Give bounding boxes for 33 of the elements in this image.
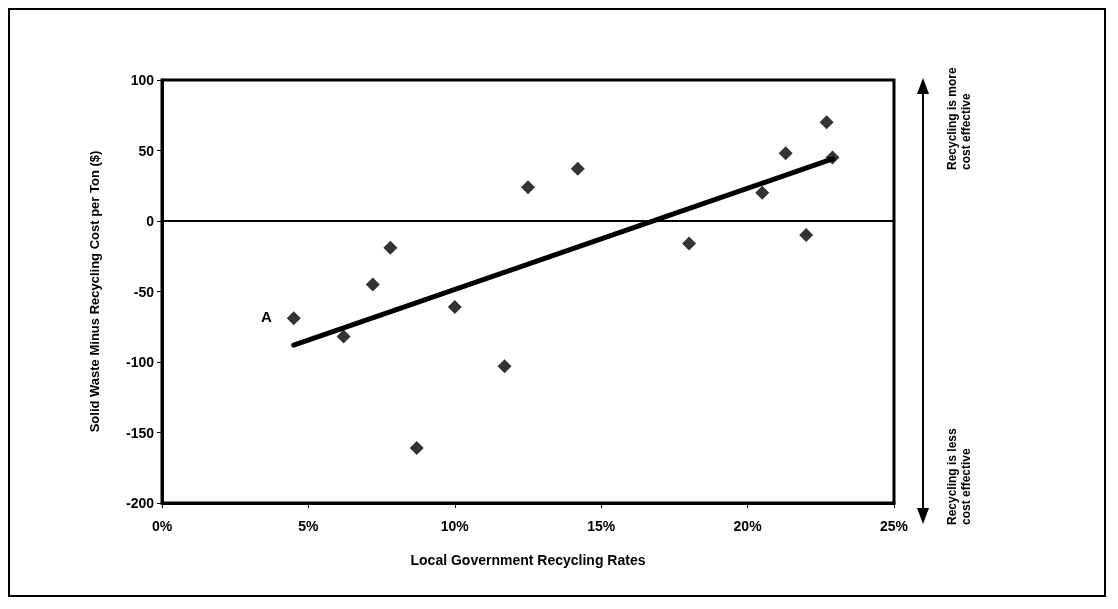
x-axis-title: Local Government Recycling Rates bbox=[410, 552, 646, 568]
point bbox=[383, 240, 398, 255]
x-tick-label: 20% bbox=[733, 518, 763, 534]
y-axis-title: Solid Waste Minus Recycling Cost per Ton ($) bbox=[86, 150, 102, 433]
x-tick-label: 10% bbox=[440, 518, 470, 534]
point bbox=[799, 228, 814, 243]
point bbox=[755, 185, 770, 200]
y-tick-label: 50 bbox=[138, 142, 155, 159]
point bbox=[497, 359, 512, 374]
point bbox=[365, 277, 380, 292]
text: Recycling is less cost effective bbox=[945, 427, 973, 525]
point bbox=[825, 150, 840, 165]
point bbox=[409, 441, 424, 456]
point bbox=[447, 300, 462, 315]
annotation: A bbox=[260, 307, 272, 325]
x-tick-label: 25% bbox=[879, 518, 909, 534]
point bbox=[336, 329, 351, 344]
point bbox=[521, 180, 535, 195]
y-tick-label: -50 bbox=[133, 283, 155, 300]
y-tick-label: -100 bbox=[125, 354, 155, 370]
point bbox=[682, 236, 697, 251]
y-tick-label: 100 bbox=[130, 72, 155, 88]
point bbox=[819, 115, 834, 130]
x-tick-label: 5% bbox=[298, 518, 320, 534]
text: Recycling is more cost effective bbox=[945, 66, 973, 170]
point bbox=[778, 146, 793, 161]
point bbox=[570, 161, 585, 176]
x-tick-label: 15% bbox=[587, 518, 616, 534]
y-tick-label: -200 bbox=[125, 495, 155, 511]
point bbox=[286, 311, 301, 326]
y-tick-label: -150 bbox=[125, 424, 155, 441]
x-tick-label: 0% bbox=[151, 518, 173, 534]
y-tick-label: 0 bbox=[146, 213, 155, 229]
